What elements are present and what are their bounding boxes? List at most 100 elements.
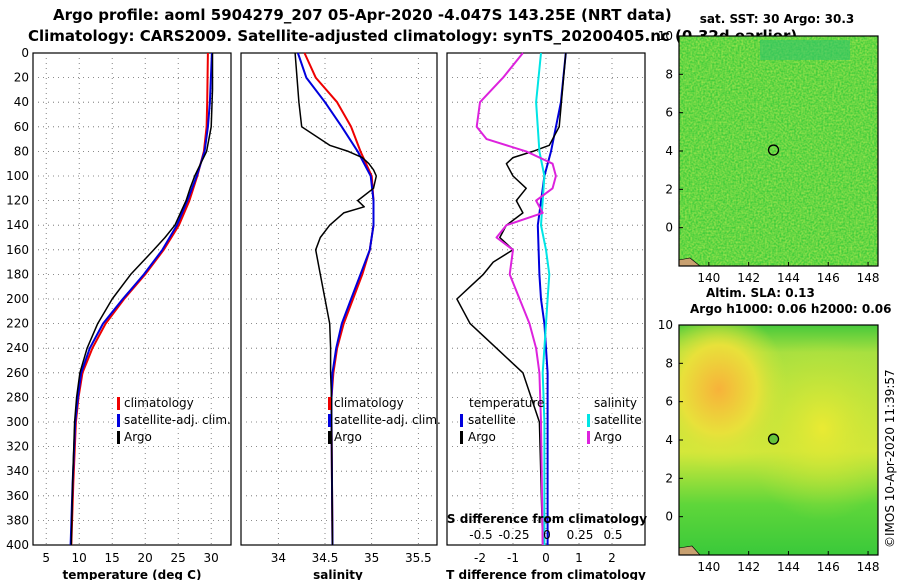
depth-tick-label: 120 [6, 194, 29, 208]
depth-tick-label: 340 [6, 464, 29, 478]
temperature-panel: 5 10 15 20 25 30 0 20 40 60 80 100 120 140 160 180 200 2… [6, 46, 232, 580]
legend-t-argo-swatch [460, 431, 463, 444]
x-tick-label: 1 [575, 551, 583, 565]
title-line-2: Climatology: CARS2009. Satellite-adjuste… [28, 27, 797, 45]
legend-s-argo-label: Argo [594, 430, 622, 444]
x-tick-label: 5 [42, 551, 50, 565]
legend-temperature-title: temperature [469, 396, 544, 410]
credit-text: ©IMOS 10-Apr-2020 11:39:57 [883, 369, 897, 548]
legend-satellite-swatch [117, 414, 120, 427]
map-y-tick-label: 2 [665, 182, 673, 196]
map-y-tick-label: 4 [665, 433, 673, 447]
series-line-t-argo [456, 52, 567, 546]
depth-tick-label: 20 [14, 71, 29, 85]
depth-tick-label: 180 [6, 267, 29, 281]
depth-tick-label: 60 [14, 120, 29, 134]
depth-tick-label: 40 [14, 95, 29, 109]
depth-tick-label: 240 [6, 341, 29, 355]
map-y-tick-label: 10 [658, 318, 673, 332]
x-tick-label: 20 [138, 551, 153, 565]
legend-climatology-label: climatology [124, 396, 194, 410]
x-tick-label: 30 [204, 551, 219, 565]
depth-tick-label: 0 [21, 46, 29, 60]
map-x-tick-label: 140 [697, 560, 720, 574]
map-x-tick-label: 148 [857, 560, 880, 574]
depth-tick-label: 140 [6, 218, 29, 232]
salinity-x-label: salinity [313, 568, 363, 580]
depth-tick-label: 300 [6, 415, 29, 429]
sst-cool-patch [760, 40, 850, 60]
legend-s-argo-swatch [587, 431, 590, 444]
legend-climatology-swatch [328, 397, 331, 410]
x-tick-label: 15 [105, 551, 120, 565]
temperature-legend: climatology satellite-adj. clim. Argo [117, 396, 231, 444]
top-tick-label: -0.5 [469, 528, 492, 542]
depth-tick-label: 100 [6, 169, 29, 183]
legend-salinity-title: salinity [594, 396, 637, 410]
salinity-legend: climatology satellite-adj. clim. Argo [328, 396, 441, 444]
top-tick-label: 0.25 [567, 528, 594, 542]
sla-map-ticks: 140 142 144 146 148 0 2 4 6 8 10 [658, 318, 880, 574]
map-x-tick-label: 148 [857, 271, 880, 285]
temperature-grid [33, 53, 231, 545]
x-tick-label: 35.5 [405, 551, 432, 565]
sla-map-title: Altim. SLA: 0.13 [706, 286, 815, 300]
salinity-x-ticks: 34 34.5 35 35.5 [271, 551, 432, 565]
depth-tick-label: 280 [6, 390, 29, 404]
x-tick-label: 0 [542, 551, 550, 565]
map-x-tick-label: 146 [817, 560, 840, 574]
x-tick-label: 34 [271, 551, 286, 565]
legend-argo-label: Argo [334, 430, 362, 444]
top-tick-label: 0.5 [603, 528, 622, 542]
difference-grid [447, 53, 645, 545]
depth-tick-label: 200 [6, 292, 29, 306]
map-x-tick-label: 144 [777, 560, 800, 574]
map-x-tick-label: 140 [697, 271, 720, 285]
difference-panel: -2 -1 0 1 2 T difference from climatology S … [446, 52, 647, 580]
x-tick-label: 25 [171, 551, 186, 565]
series-line-satellite-adj-clim- [296, 52, 375, 546]
series-line-s-argo [475, 52, 557, 546]
x-tick-label: 2 [608, 551, 616, 565]
map-x-tick-label: 144 [777, 271, 800, 285]
legend-t-satellite-swatch [460, 414, 463, 427]
map-y-tick-label: 10 [658, 29, 673, 43]
map-x-tick-label: 142 [737, 560, 760, 574]
salinity-series [294, 52, 378, 546]
salinity-axes-frame [240, 52, 438, 546]
map-y-tick-label: 0 [665, 510, 673, 524]
difference-series [456, 52, 567, 546]
difference-top-ticks: -0.5 -0.25 0 0.25 0.5 [469, 528, 622, 542]
top-tick-label: -0.25 [498, 528, 529, 542]
depth-tick-label: 260 [6, 366, 29, 380]
top-tick-label: 0 [543, 528, 551, 542]
series-line-argo [294, 52, 378, 546]
legend-argo-label: Argo [124, 430, 152, 444]
depth-tick-label: 380 [6, 513, 29, 527]
temperature-x-label: temperature (deg C) [63, 568, 202, 580]
x-tick-label: 35 [364, 551, 379, 565]
argo-position-marker [767, 144, 780, 156]
sst-map-title: sat. SST: 30 Argo: 30.3 [700, 12, 854, 26]
x-tick-label: -1 [507, 551, 519, 565]
depth-tick-label: 160 [6, 243, 29, 257]
legend-argo-swatch [117, 431, 120, 444]
temperature-axes-frame [32, 52, 232, 546]
map-x-tick-label: 146 [817, 271, 840, 285]
legend-satellite-swatch [328, 414, 331, 427]
difference-legend: temperature salinity satellite Argo sate… [460, 396, 642, 444]
title-line-1: Argo profile: aoml 5904279_207 05-Apr-20… [53, 6, 672, 24]
map-y-tick-label: 0 [665, 221, 673, 235]
temperature-series [69, 52, 214, 546]
sla-map: Altim. SLA: 0.13 Argo h1000: 0.06 h2000:… [658, 286, 892, 574]
legend-climatology-label: climatology [334, 396, 404, 410]
argo-position-marker [767, 433, 780, 445]
x-tick-label: 10 [72, 551, 87, 565]
depth-tick-label: 320 [6, 440, 29, 454]
legend-s-satellite-swatch [587, 414, 590, 427]
x-tick-label: -2 [474, 551, 486, 565]
s-difference-label: S difference from climatology [447, 512, 647, 526]
depth-tick-label: 80 [14, 144, 29, 158]
legend-argo-swatch [328, 431, 331, 444]
